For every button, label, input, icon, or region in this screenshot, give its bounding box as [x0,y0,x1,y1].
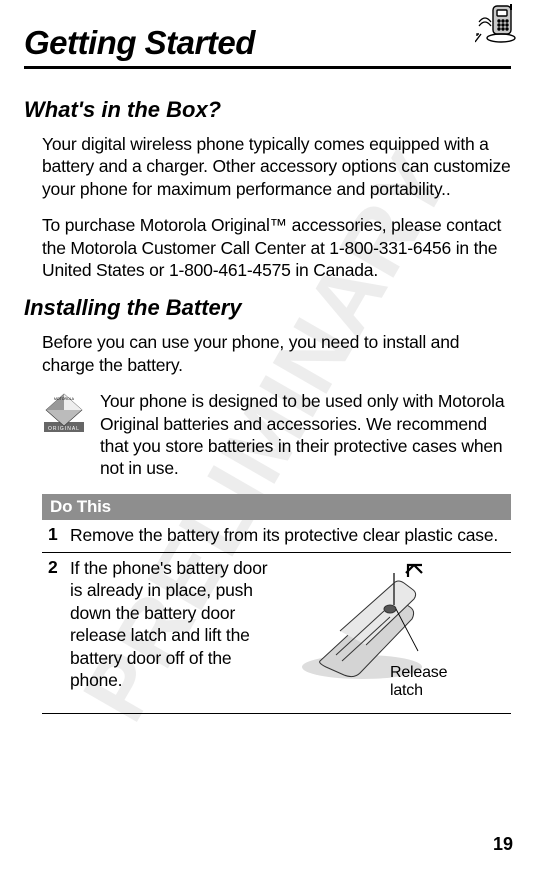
page-content: Getting Started What's in the Box? Your … [0,0,535,714]
section-title-whats-in-box: What's in the Box? [24,97,511,123]
do-this-header: Do This [42,494,511,520]
original-accessories-note: MOTOROLA ORIGINAL Your phone is designed… [42,390,511,480]
body-paragraph: To purchase Motorola Original™ accessori… [42,214,511,281]
body-paragraph: Your digital wireless phone typically co… [42,133,511,200]
title-rule [24,66,511,69]
step-number: 2 [42,557,56,701]
step-row: 1 Remove the battery from its protective… [42,520,511,553]
section-title-installing-battery: Installing the Battery [24,295,511,321]
step-row: 2 If the phone's battery door is already… [42,553,511,714]
page-number: 19 [493,834,513,855]
step-figure: Release latch [290,561,460,701]
step-number: 1 [42,524,56,546]
phone-icon [475,4,517,49]
step-text: Remove the battery from its protective c… [70,524,511,546]
step-text: If the phone's battery door is already i… [70,557,280,691]
body-paragraph: Before you can use your phone, you need … [42,331,511,376]
motorola-original-icon: MOTOROLA ORIGINAL [42,392,86,436]
chapter-title: Getting Started [24,24,511,62]
badge-brand: MOTOROLA [54,397,75,401]
body-paragraph: Your phone is designed to be used only w… [100,390,511,480]
badge-label: ORIGINAL [48,426,80,432]
